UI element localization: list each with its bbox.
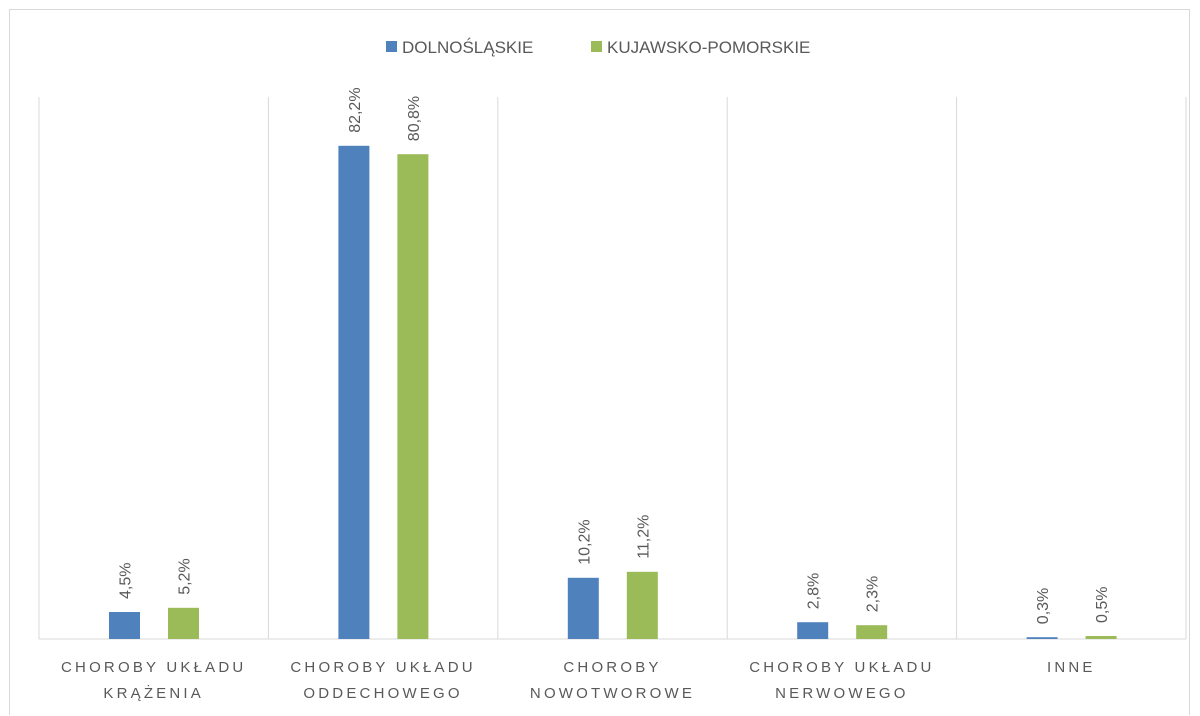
data-label: 0,3% — [1035, 588, 1052, 624]
legend-swatch-dolnoslaskie — [386, 41, 397, 52]
category-label: INNE — [1047, 659, 1096, 676]
bar-chart: 4,5% 82,2% 10,2% 2,8% 0,3% 5,2% 80,8% 11,2% 2,3%… — [38, 38, 1187, 702]
category-label: CHOROBY UKŁADU — [61, 659, 246, 676]
data-label: 11,2% — [635, 515, 652, 559]
category-gridlines — [38, 97, 1187, 639]
data-label: 82,2% — [347, 87, 364, 132]
category-label: CHOROBY UKŁADU — [749, 659, 934, 676]
data-label: 4,5% — [118, 563, 135, 599]
category-labels-group: CHOROBY UKŁADU KRĄŻENIA CHOROBY UKŁADU ODDE… — [61, 659, 1096, 702]
bar — [1026, 637, 1058, 639]
category-label: CHOROBY UKŁADU — [290, 659, 475, 676]
bar — [797, 622, 829, 639]
bars-group — [109, 145, 1117, 640]
legend-label-kujawsko-pomorskie: KUJAWSKO-POMORSKIE — [607, 38, 810, 57]
legend-label-dolnoslaskie: DOLNOŚLĄSKIE — [402, 38, 533, 57]
category-label: CHOROBY — [563, 659, 661, 676]
data-label: 5,2% — [177, 558, 194, 594]
bar — [168, 607, 199, 639]
legend-swatch-kujawsko-pomorskie — [591, 41, 602, 52]
category-label: NOWOTWOROWE — [530, 685, 695, 702]
bar — [338, 145, 370, 640]
data-label: 2,8% — [806, 573, 823, 609]
data-label: 10,2% — [576, 519, 593, 564]
bar — [1085, 636, 1117, 639]
data-label: 80,8% — [406, 96, 423, 141]
category-label: ODDECHOWEGO — [303, 685, 462, 702]
data-label: 2,3% — [865, 576, 882, 612]
bar — [397, 154, 429, 639]
bar — [856, 625, 888, 639]
bar — [567, 577, 599, 639]
bar — [626, 571, 658, 639]
category-label: NERWOWEGO — [775, 685, 909, 702]
chart-frame: 4,5% 82,2% 10,2% 2,8% 0,3% 5,2% 80,8% 11,2% 2,3%… — [9, 9, 1190, 715]
data-label: 0,5% — [1094, 587, 1111, 623]
legend: DOLNOŚLĄSKIE KUJAWSKO-POMORSKIE — [386, 38, 810, 57]
bar — [109, 612, 140, 639]
data-labels-group: 4,5% 82,2% 10,2% 2,8% 0,3% 5,2% 80,8% 11,2% 2,3%… — [118, 87, 1112, 624]
category-label: KRĄŻENIA — [103, 684, 204, 702]
